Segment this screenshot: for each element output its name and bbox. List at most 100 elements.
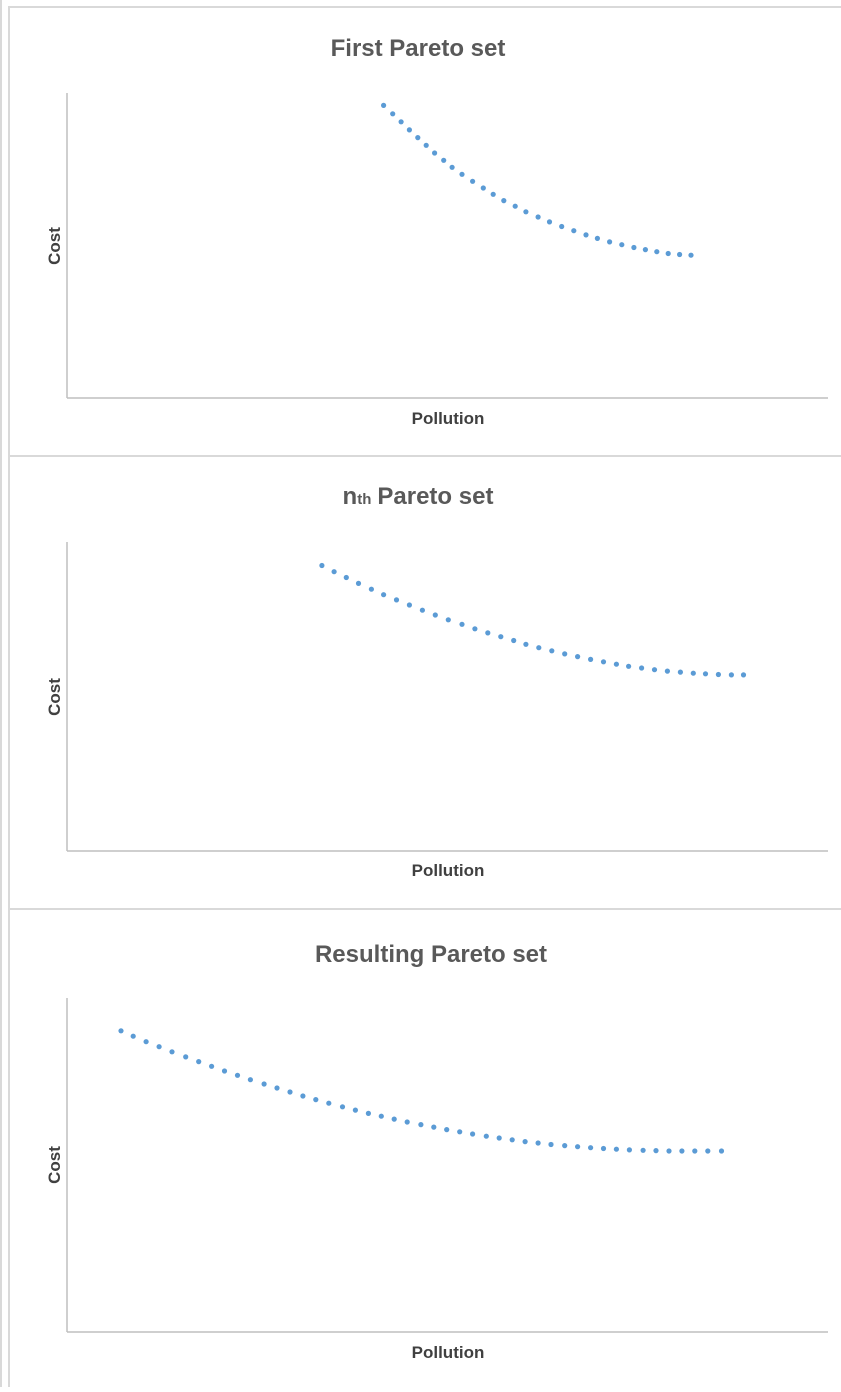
- data-point: [234, 1072, 241, 1078]
- data-point: [331, 569, 337, 575]
- data-point: [715, 671, 722, 678]
- data-point: [209, 1063, 215, 1069]
- data-point: [594, 235, 601, 241]
- data-point: [418, 1122, 424, 1128]
- data-point: [459, 621, 465, 627]
- data-point: [368, 586, 374, 592]
- data-point: [118, 1028, 124, 1034]
- data-point: [404, 1119, 410, 1125]
- data-point: [143, 1039, 149, 1045]
- data-point: [653, 1148, 659, 1154]
- data-point: [549, 648, 555, 654]
- data-point: [390, 111, 396, 117]
- data-point: [679, 1148, 685, 1154]
- data-point: [562, 651, 568, 657]
- y-axis-label: Cost: [45, 678, 64, 716]
- data-point: [183, 1054, 189, 1060]
- data-point: [432, 150, 438, 156]
- data-point: [423, 142, 429, 148]
- data-point: [509, 1137, 515, 1143]
- data-point: [406, 602, 412, 608]
- data-point: [740, 672, 747, 678]
- chart-title: First Pareto set: [331, 35, 506, 62]
- data-point: [485, 630, 491, 636]
- chart-nth-pareto-set: nth Pareto set Pollution Cost: [45, 483, 828, 880]
- data-point: [665, 250, 671, 257]
- data-point: [588, 656, 594, 662]
- data-point: [666, 1148, 672, 1154]
- data-point: [575, 654, 581, 660]
- data-point: [607, 239, 613, 245]
- data-point: [619, 242, 625, 248]
- data-point: [651, 667, 658, 673]
- data-point: [472, 626, 478, 632]
- data-point: [496, 1135, 502, 1141]
- data-point: [365, 1110, 371, 1116]
- data-series: [381, 102, 694, 258]
- data-point: [583, 232, 589, 238]
- data-point: [562, 1143, 568, 1149]
- y-axis-label: Cost: [45, 227, 64, 265]
- data-point: [247, 1077, 253, 1083]
- data-point: [169, 1049, 175, 1055]
- data-point: [483, 1133, 489, 1139]
- data-point: [501, 198, 507, 204]
- data-point: [339, 1104, 346, 1110]
- chart-title: nth Pareto set: [343, 483, 494, 510]
- data-point: [470, 178, 476, 184]
- data-point: [156, 1044, 162, 1050]
- data-point: [559, 223, 565, 230]
- data-point: [381, 592, 387, 598]
- chart-first-pareto-set: First Pareto set Pollution Cost: [45, 35, 828, 428]
- data-point: [690, 670, 696, 676]
- data-point: [535, 1140, 541, 1146]
- data-point: [378, 1113, 384, 1119]
- x-axis-label: Pollution: [412, 1343, 485, 1362]
- data-point: [441, 157, 447, 163]
- data-point: [432, 612, 438, 618]
- data-point: [274, 1085, 280, 1091]
- data-point: [588, 1145, 594, 1151]
- data-point: [457, 1129, 463, 1135]
- data-point: [221, 1068, 228, 1074]
- data-point: [600, 1145, 607, 1152]
- data-point: [355, 580, 362, 586]
- data-point: [393, 597, 400, 603]
- data-point: [415, 135, 421, 141]
- data-point: [626, 663, 632, 669]
- data-point: [512, 203, 518, 209]
- data-point: [613, 661, 620, 667]
- data-point: [406, 127, 412, 133]
- data-point: [677, 251, 683, 258]
- data-point: [343, 574, 349, 581]
- chart-panel-first: First Pareto set Pollution Cost: [8, 6, 841, 455]
- data-point: [640, 1147, 646, 1153]
- data-point: [664, 668, 671, 674]
- data-point: [654, 249, 660, 255]
- data-point: [381, 102, 387, 108]
- data-point: [352, 1107, 358, 1113]
- data-point: [391, 1116, 397, 1122]
- data-point: [571, 228, 577, 234]
- data-point: [431, 1124, 437, 1130]
- data-point: [613, 1146, 620, 1152]
- data-point: [546, 219, 553, 225]
- data-point: [196, 1059, 202, 1065]
- data-point: [261, 1081, 267, 1087]
- chart-panel-resulting: Resulting Pareto set Pollution Cost: [8, 908, 841, 1387]
- data-point: [445, 617, 451, 623]
- data-point: [480, 185, 486, 191]
- data-point: [459, 171, 465, 177]
- data-point: [326, 1100, 332, 1106]
- data-point: [498, 634, 504, 640]
- chart-title: Resulting Pareto set: [315, 941, 547, 968]
- data-point: [313, 1097, 319, 1103]
- data-point: [490, 191, 496, 197]
- data-point: [319, 562, 325, 569]
- chart-resulting-pareto-set: Resulting Pareto set Pollution Cost: [45, 941, 828, 1362]
- chart-title-main: Pareto set: [377, 483, 493, 510]
- data-point: [444, 1127, 450, 1133]
- data-point: [398, 119, 404, 125]
- data-point: [626, 1147, 633, 1153]
- data-series: [319, 562, 747, 678]
